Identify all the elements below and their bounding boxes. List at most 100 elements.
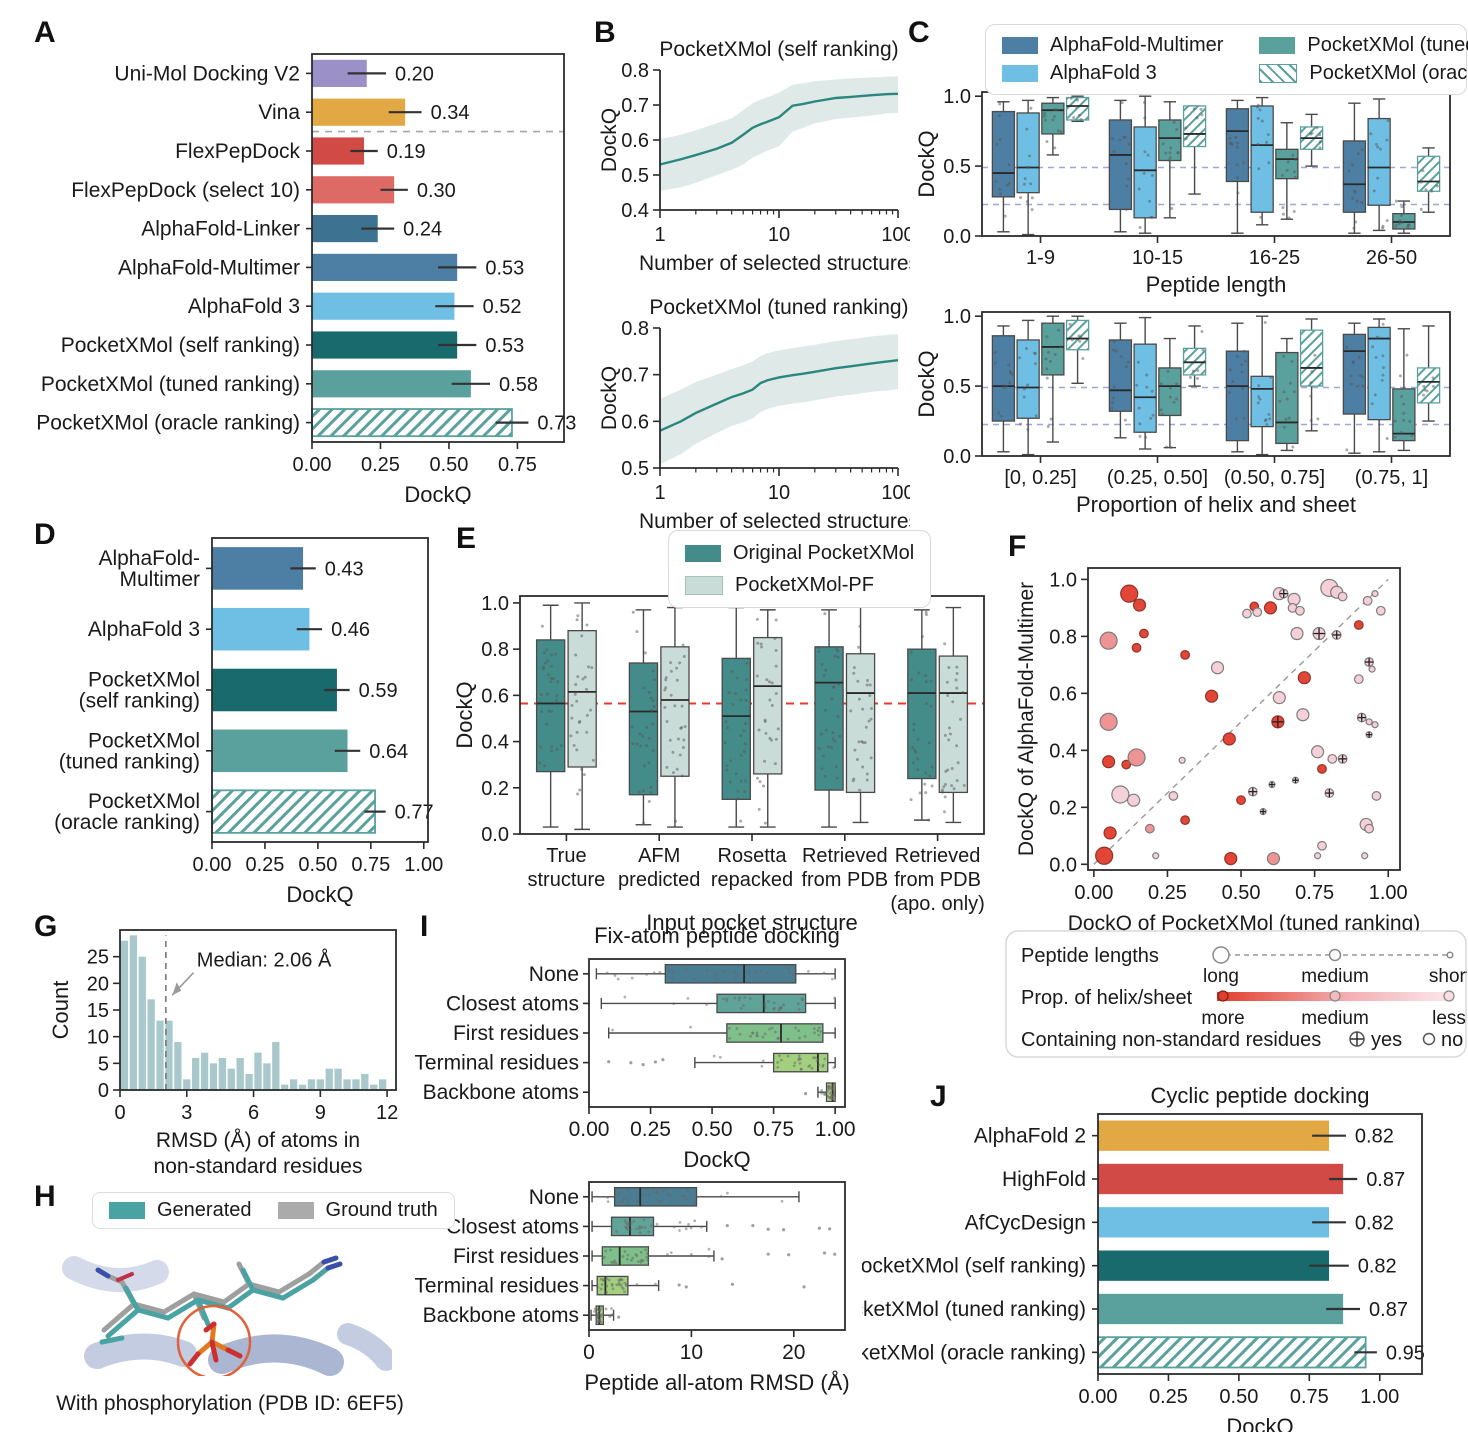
svg-text:structure: structure [527, 869, 605, 891]
tuned-color-swatch [1259, 37, 1296, 54]
svg-text:0.00: 0.00 [569, 1118, 610, 1141]
svg-text:1: 1 [654, 224, 665, 246]
svg-text:0.77: 0.77 [395, 802, 434, 824]
panel-h-legend: Generated Ground truth [92, 1192, 455, 1229]
svg-text:DockQ of AlphaFold-Multimer: DockQ of AlphaFold-Multimer [1015, 582, 1038, 856]
svg-text:AlphaFold 3: AlphaFold 3 [88, 618, 200, 641]
svg-text:yes: yes [1371, 1029, 1402, 1051]
svg-text:0.50: 0.50 [1222, 882, 1261, 904]
svg-text:0.2: 0.2 [1049, 797, 1077, 819]
svg-text:26-50: 26-50 [1366, 247, 1417, 269]
svg-text:Backbone atoms: Backbone atoms [423, 1304, 579, 1327]
svg-text:0: 0 [583, 1341, 595, 1364]
panel-i-rmsd-boxplot: None Closest atoms First residues Terminal … [414, 1172, 857, 1421]
legend-label: AlphaFold-Multimer [1050, 34, 1224, 56]
svg-text:1.0: 1.0 [1049, 569, 1077, 591]
svg-text:Count: Count [48, 981, 73, 1040]
svg-text:HighFold: HighFold [1002, 1168, 1086, 1191]
svg-text:PocketXMol: PocketXMol [88, 790, 200, 813]
svg-text:3: 3 [181, 1102, 192, 1124]
legend-label: AlphaFold 3 [1050, 62, 1157, 84]
svg-text:0.6: 0.6 [621, 411, 649, 433]
svg-text:10: 10 [768, 224, 790, 246]
svg-text:25: 25 [87, 947, 109, 969]
svg-text:5: 5 [98, 1053, 109, 1075]
svg-text:Fix-atom peptide docking: Fix-atom peptide docking [594, 923, 840, 948]
svg-text:0.34: 0.34 [431, 102, 470, 124]
svg-text:0.53: 0.53 [485, 335, 524, 357]
svg-text:DockQ: DockQ [452, 681, 477, 748]
svg-text:0.6: 0.6 [1049, 683, 1077, 705]
generated-color-swatch [109, 1202, 145, 1219]
legend-item-pocketxmol-pf: PocketXMol-PF [685, 570, 914, 600]
svg-text:(oracle ranking): (oracle ranking) [54, 811, 200, 834]
svg-text:0.5: 0.5 [621, 165, 649, 187]
panel-f-legend: Peptide lengths long medium short Prop. of h… [1005, 930, 1468, 1063]
svg-text:0.59: 0.59 [359, 680, 398, 702]
svg-text:0.5: 0.5 [621, 458, 649, 480]
svg-text:9: 9 [315, 1102, 326, 1124]
svg-text:0.5: 0.5 [943, 156, 971, 178]
svg-text:0.4: 0.4 [621, 200, 649, 222]
legend-item-pocketxmol-tuned: PocketXMol (tuned ranking) [1259, 32, 1468, 59]
svg-text:0.25: 0.25 [630, 1118, 671, 1141]
svg-text:1-9: 1-9 [1026, 247, 1055, 269]
svg-text:Peptide all-atom RMSD (Å): Peptide all-atom RMSD (Å) [584, 1370, 849, 1395]
svg-text:Retrieved: Retrieved [802, 845, 888, 867]
svg-text:DockQ: DockQ [683, 1147, 750, 1171]
original-pocketxmol-swatch [685, 544, 721, 562]
svg-text:DockQ: DockQ [598, 366, 621, 430]
legend-label: Original PocketXMol [733, 541, 915, 564]
svg-text:long: long [1203, 966, 1239, 987]
svg-text:0.95: 0.95 [1386, 1342, 1425, 1364]
svg-text:Closest atoms: Closest atoms [446, 992, 579, 1015]
svg-text:from PDB: from PDB [894, 869, 981, 891]
svg-text:Backbone atoms: Backbone atoms [423, 1081, 579, 1104]
pocketxmol-pf-swatch [685, 575, 723, 595]
panel-d-bar-chart: 0.43 AlphaFold- Multimer 0.46 AlphaFold 3 0.5… [28, 522, 460, 923]
svg-text:1.0: 1.0 [481, 593, 509, 615]
svg-text:0.00: 0.00 [1079, 1386, 1118, 1408]
svg-text:PocketXMol (oracle ranking): PocketXMol (oracle ranking) [862, 1341, 1086, 1364]
panel-b-tuned-ranking-line-chart: PocketXMol (tuned ranking) 0.5 0.6 0.7 0.8 1 1… [594, 286, 919, 541]
svg-text:medium: medium [1301, 1008, 1369, 1029]
legend-label: Generated [157, 1199, 252, 1221]
svg-text:Peptide length: Peptide length [1146, 272, 1287, 297]
svg-text:AlphaFold-Multimer: AlphaFold-Multimer [118, 256, 300, 279]
svg-text:0.5: 0.5 [943, 376, 971, 398]
svg-text:0.50: 0.50 [1219, 1386, 1258, 1408]
svg-text:Rosetta: Rosetta [718, 845, 788, 867]
svg-text:Number of selected structures: Number of selected structures [639, 252, 910, 275]
svg-text:Prop. of helix/sheet: Prop. of helix/sheet [1021, 987, 1193, 1009]
svg-text:True: True [546, 845, 586, 867]
svg-text:medium: medium [1301, 966, 1369, 987]
svg-text:repacked: repacked [711, 869, 793, 891]
panel-f-scatter-plot: 0.00 0.25 0.50 0.75 1.00 0.0 0.2 0.4 0.6 0.8 1.0 Do… [998, 540, 1468, 943]
svg-text:0.75: 0.75 [1290, 1386, 1329, 1408]
svg-text:0.75: 0.75 [753, 1118, 794, 1141]
svg-text:0.24: 0.24 [403, 219, 442, 241]
svg-text:0.43: 0.43 [325, 558, 364, 580]
molecular-structure-illustration [62, 1255, 392, 1376]
afm-color-swatch [1002, 37, 1038, 54]
svg-text:PocketXMol: PocketXMol [88, 729, 200, 752]
svg-text:0.50: 0.50 [692, 1118, 733, 1141]
svg-text:0.30: 0.30 [417, 180, 456, 202]
panel-c-legend: AlphaFold-Multimer AlphaFold 3 PocketXMo… [985, 24, 1468, 95]
panel-a-docking-bar-chart: 0.20 Uni-Mol Docking V2 0.34 Vina 0.19 FlexPe… [30, 22, 592, 509]
svg-text:1: 1 [654, 482, 665, 504]
svg-text:0.25: 0.25 [361, 454, 400, 476]
svg-text:0.0: 0.0 [481, 824, 509, 846]
svg-text:DockQ: DockQ [914, 350, 939, 417]
svg-text:0.6: 0.6 [481, 685, 509, 707]
svg-text:0.53: 0.53 [485, 257, 524, 279]
svg-text:PocketXMol: PocketXMol [88, 669, 200, 692]
svg-text:0.2: 0.2 [481, 778, 509, 800]
svg-text:Multimer: Multimer [119, 568, 200, 591]
svg-text:FlexPepDock: FlexPepDock [175, 140, 300, 163]
svg-text:0.64: 0.64 [369, 741, 408, 763]
svg-text:20: 20 [87, 973, 109, 995]
svg-text:1.00: 1.00 [404, 854, 443, 876]
svg-text:FlexPepDock (select 10): FlexPepDock (select 10) [71, 179, 300, 202]
svg-text:0.7: 0.7 [621, 365, 649, 387]
